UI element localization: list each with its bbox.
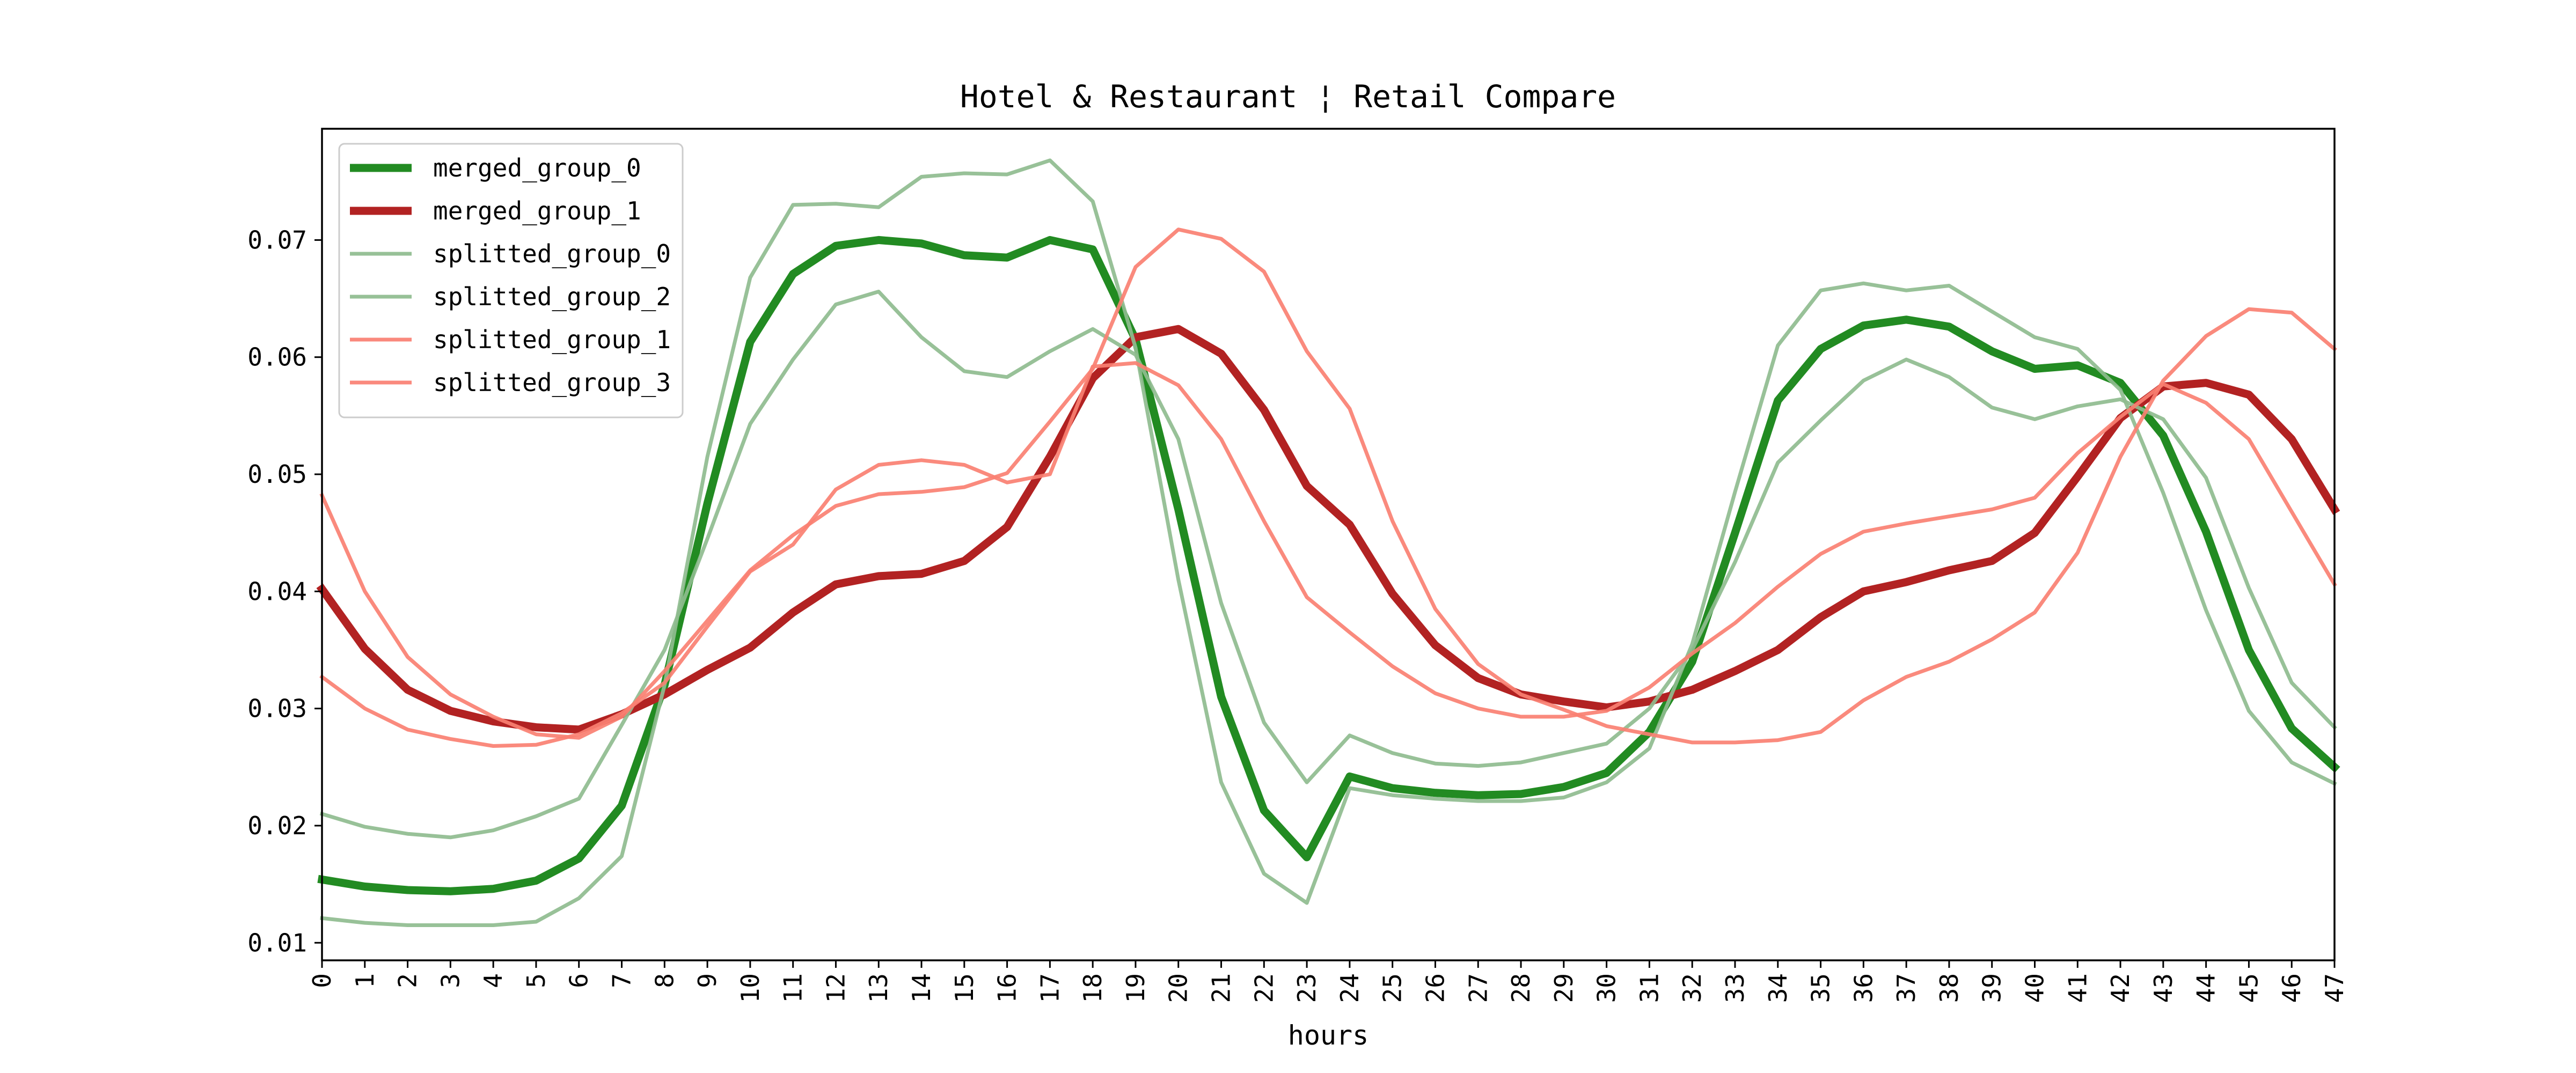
x-tick-label-24: 24 <box>1335 973 1364 1003</box>
x-tick-label-31: 31 <box>1635 973 1664 1003</box>
x-tick-label-37: 37 <box>1892 973 1921 1003</box>
x-tick-label-47: 47 <box>2320 973 2349 1003</box>
x-tick-label-5: 5 <box>522 973 551 988</box>
chart-title: Hotel & Restaurant ¦ Retail Compare <box>960 78 1616 115</box>
legend-label-merged_group_0: merged_group_0 <box>433 153 641 182</box>
y-tick-label-0.06: 0.06 <box>247 343 307 372</box>
x-tick-label-0: 0 <box>308 973 336 988</box>
series-line-splitted_group_2 <box>320 158 2337 927</box>
x-tick-label-25: 25 <box>1378 973 1407 1003</box>
x-tick-label-36: 36 <box>1849 973 1878 1003</box>
x-tick-label-14: 14 <box>907 973 936 1003</box>
x-tick-label-11: 11 <box>779 973 808 1003</box>
x-tick-label-33: 33 <box>1721 973 1750 1003</box>
x-tick-label-15: 15 <box>950 973 979 1003</box>
y-tick-label-0.05: 0.05 <box>247 460 307 489</box>
legend-label-splitted_group_1: splitted_group_1 <box>433 325 671 354</box>
x-tick-label-28: 28 <box>1506 973 1535 1003</box>
x-tick-label-34: 34 <box>1763 973 1792 1003</box>
x-tick-label-7: 7 <box>608 973 636 988</box>
x-tick-label-38: 38 <box>1935 973 1964 1003</box>
x-tick-label-13: 13 <box>864 973 893 1003</box>
x-tick-label-18: 18 <box>1078 973 1107 1003</box>
legend-label-merged_group_1: merged_group_1 <box>433 196 641 225</box>
y-tick-label-0.04: 0.04 <box>247 577 307 606</box>
x-tick-label-16: 16 <box>993 973 1022 1003</box>
x-tick-label-29: 29 <box>1549 973 1578 1003</box>
x-tick-label-46: 46 <box>2277 973 2306 1003</box>
x-tick-label-35: 35 <box>1806 973 1835 1003</box>
x-tick-label-40: 40 <box>2020 973 2049 1003</box>
legend-box <box>338 143 684 418</box>
x-tick-label-6: 6 <box>565 973 594 988</box>
x-tick-label-41: 41 <box>2063 973 2092 1003</box>
legend-label-splitted_group_0: splitted_group_0 <box>433 239 671 268</box>
x-tick-label-44: 44 <box>2192 973 2221 1003</box>
series-line-splitted_group_1 <box>319 227 2337 745</box>
series-layer <box>316 158 2340 927</box>
x-axis: 0 1 2 3 4 5 6 7 8 9 10 11 12 13 14 15 16 17 18 19 20 21 22 23 24… <box>308 960 2349 1003</box>
legend-label-splitted_group_3: splitted_group_3 <box>433 368 671 397</box>
plot-frame <box>321 128 2336 961</box>
x-tick-label-45: 45 <box>2234 973 2263 1003</box>
x-tick-label-4: 4 <box>479 973 508 988</box>
x-tick-label-17: 17 <box>1035 973 1064 1003</box>
x-tick-label-30: 30 <box>1592 973 1621 1003</box>
x-tick-label-39: 39 <box>1978 973 2007 1003</box>
x-tick-label-23: 23 <box>1292 973 1321 1003</box>
x-tick-label-12: 12 <box>821 973 850 1003</box>
y-tick-label-0.03: 0.03 <box>247 694 307 723</box>
y-tick-label-0.01: 0.01 <box>247 928 307 957</box>
x-tick-label-10: 10 <box>736 973 765 1003</box>
y-tick-label-0.07: 0.07 <box>247 225 307 254</box>
x-tick-label-42: 42 <box>2106 973 2135 1003</box>
x-tick-label-26: 26 <box>1421 973 1450 1003</box>
x-tick-label-27: 27 <box>1463 973 1492 1003</box>
x-tick-label-2: 2 <box>393 973 422 988</box>
x-tick-label-32: 32 <box>1678 973 1707 1003</box>
series-line-splitted_group_0 <box>319 290 2337 840</box>
legend: merged_group_0 merged_group_1 splitted_gro… <box>338 143 684 418</box>
legend-label-splitted_group_2: splitted_group_2 <box>433 282 671 311</box>
x-tick-label-21: 21 <box>1207 973 1236 1003</box>
x-axis-label: hours <box>1288 1020 1369 1051</box>
y-axis: 0.01 0.02 0.03 0.04 0.05 0.06 0.07 <box>247 225 322 957</box>
x-tick-label-1: 1 <box>350 973 379 988</box>
x-tick-label-9: 9 <box>693 973 722 988</box>
x-tick-label-20: 20 <box>1164 973 1193 1003</box>
x-tick-label-22: 22 <box>1249 973 1278 1003</box>
series-line-merged_group_1 <box>316 325 2340 734</box>
y-tick-label-0.02: 0.02 <box>247 811 307 840</box>
x-tick-label-3: 3 <box>436 973 465 988</box>
x-tick-label-8: 8 <box>650 973 679 988</box>
series-line-splitted_group_3 <box>319 361 2337 748</box>
x-tick-label-19: 19 <box>1121 973 1150 1003</box>
x-tick-label-43: 43 <box>2149 973 2178 1003</box>
series-line-merged_group_0 <box>317 236 2340 895</box>
